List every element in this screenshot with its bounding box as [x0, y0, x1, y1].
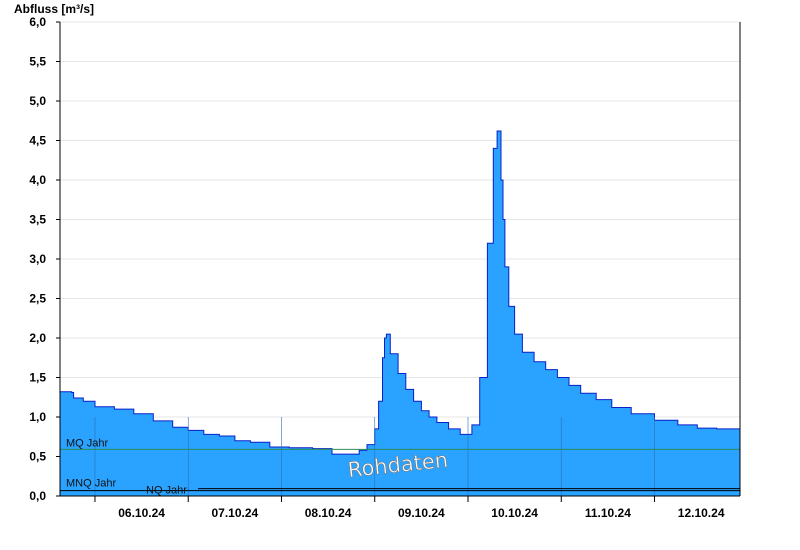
nq-label: NQ Jahr [146, 485, 187, 497]
y-tick-label: 3,5 [29, 213, 46, 227]
y-tick-label: 2,0 [29, 331, 46, 345]
x-ticks: 06.10.24 07.10.24 08.10.24 09.10.24 10.10.24… [94, 496, 725, 520]
y-axis-label: Abfluss [m³/s] [14, 2, 94, 16]
gridlines [60, 21, 740, 497]
y-tick-label: 3,0 [29, 252, 46, 266]
reference-lines: MQ Jahr MNQ Jahr NQ Jahr [60, 437, 740, 497]
mnq-label: MNQ Jahr [66, 478, 116, 490]
y-tick-label: 4,0 [29, 173, 46, 187]
y-tick-label: 6,0 [29, 15, 46, 29]
y-tick-label: 0,0 [29, 489, 46, 503]
y-tick-label: 0,5 [29, 450, 46, 464]
series-area [60, 130, 741, 496]
day-separators [94, 417, 655, 496]
y-tick-label: 1,0 [29, 410, 46, 424]
y-tick-label: 5,5 [29, 55, 46, 69]
x-tick-label: 09.10.24 [398, 506, 445, 520]
x-tick-label: 08.10.24 [305, 506, 352, 520]
y-tick-label: 1,5 [29, 371, 46, 385]
mq-label: MQ Jahr [66, 437, 109, 449]
x-tick-label: 11.10.24 [585, 506, 631, 520]
x-tick-label: 06.10.24 [118, 506, 165, 520]
x-tick-label: 07.10.24 [211, 506, 258, 520]
series-line [60, 130, 741, 455]
y-tick-label: 5,0 [29, 94, 46, 108]
area-fill [60, 131, 740, 496]
y-tick-label: 2,5 [29, 292, 46, 306]
y-ticks: 0,0 0,5 1,0 1,5 2,0 2,5 3,0 3,5 4,0 4,5 5,0 5,5 6,0 [29, 15, 60, 503]
x-tick-label: 12.10.24 [678, 506, 725, 520]
y-tick-label: 4,5 [29, 134, 46, 148]
x-tick-label: 10.10.24 [491, 506, 538, 520]
